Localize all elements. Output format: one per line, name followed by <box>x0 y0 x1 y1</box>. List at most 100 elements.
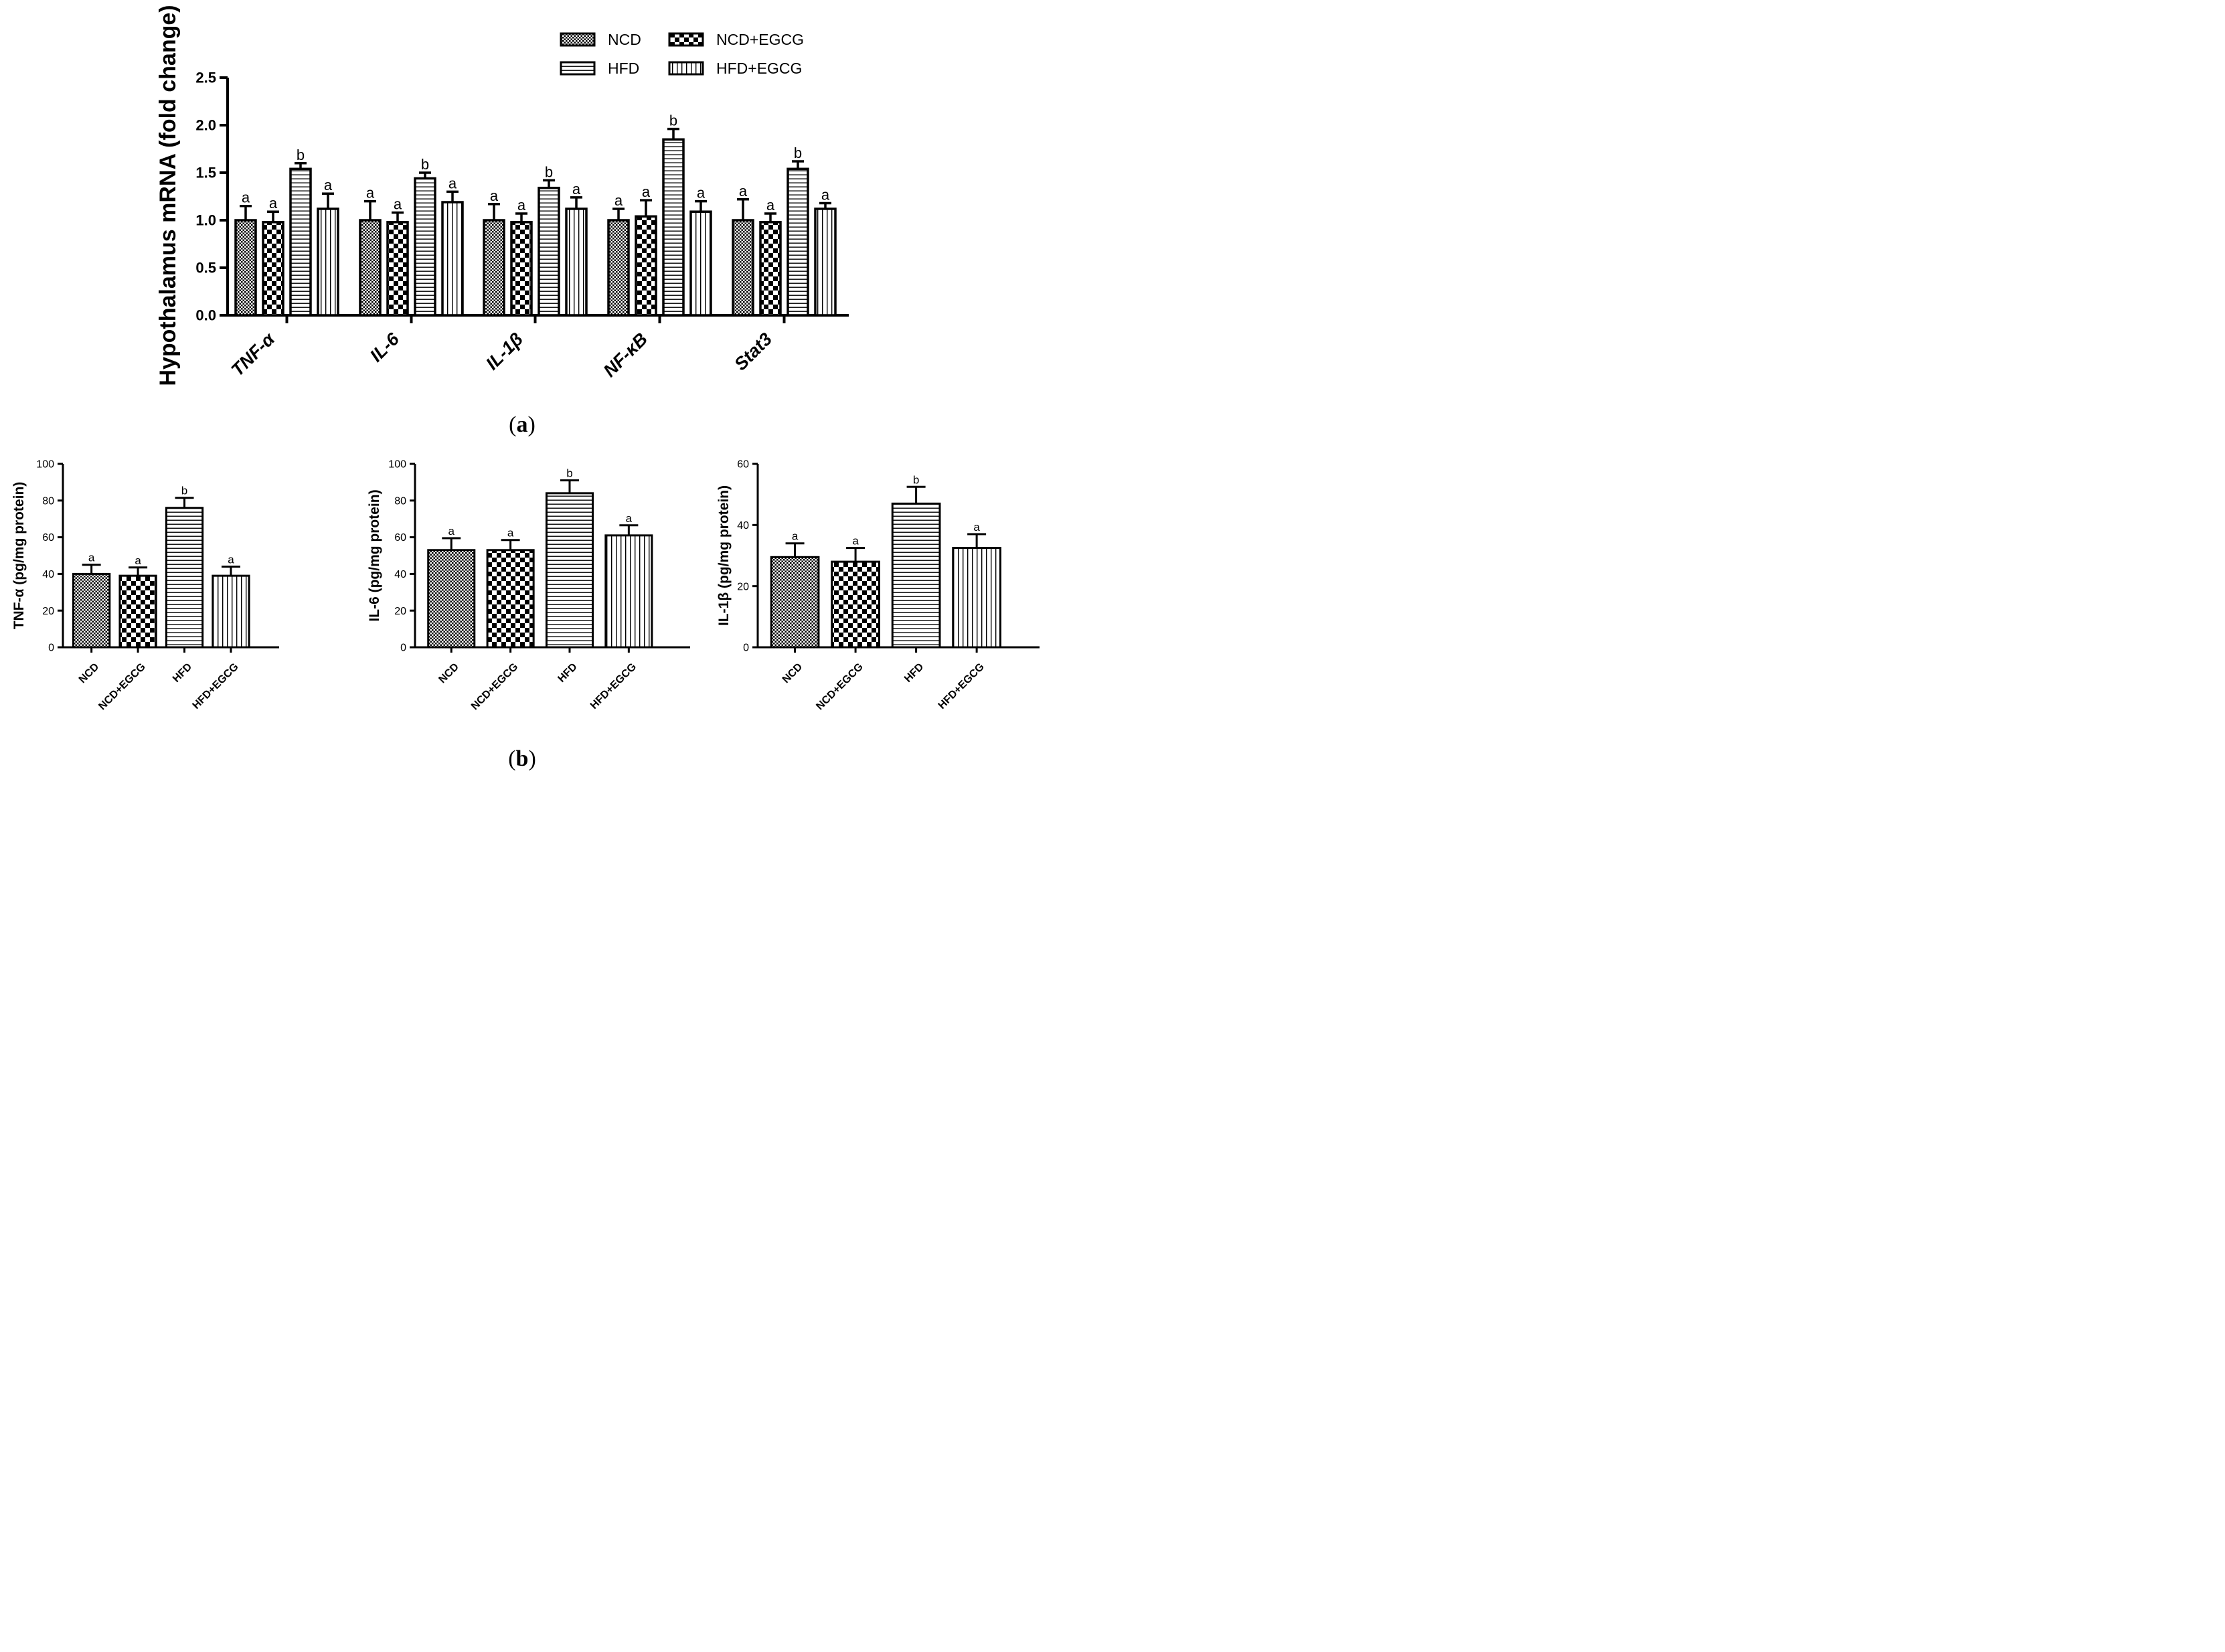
x-tick-label: HFD <box>902 661 926 685</box>
legend-swatch <box>560 61 596 76</box>
y-tick-label: 60 <box>394 532 406 544</box>
bar-hfd-egcg <box>952 547 1001 649</box>
bar-ncd <box>770 556 820 649</box>
error-bar <box>322 192 334 209</box>
error-bar <box>906 485 926 504</box>
significance-letter: a <box>626 512 633 525</box>
significance-letter: b <box>913 473 919 486</box>
error-bar <box>792 160 804 169</box>
chart-b-tnf: 0 20 40 60 80 100 TNF-α (pg/mg protein) a NCD a NC… <box>11 459 279 712</box>
significance-letter: a <box>490 187 499 204</box>
y-tick-label: 0 <box>48 643 54 654</box>
legend-swatch <box>668 61 704 76</box>
legend-label: NCD+EGCG <box>716 31 804 48</box>
bar-ncd-egcg <box>831 560 880 649</box>
caption-a: (a) <box>509 412 535 437</box>
significance-letter: a <box>572 181 581 197</box>
x-tick-label: HFD+EGCG <box>191 661 241 712</box>
legend-label: NCD <box>608 31 641 48</box>
error-bar <box>501 539 520 550</box>
error-bar <box>364 199 376 220</box>
bar-hfd-egcg <box>604 534 653 649</box>
significance-letter: a <box>269 195 278 212</box>
significance-letter: a <box>821 186 830 203</box>
y-tick-label: 20 <box>42 606 54 617</box>
bar-ncd-il-6 <box>359 219 382 317</box>
error-bar <box>612 208 625 220</box>
bar-hfd-egcg-il-1 <box>565 208 588 317</box>
y-tick-label: 80 <box>42 495 54 507</box>
y-tick-label: 40 <box>394 569 406 580</box>
y-axis-label: IL-1β (pg/mg protein) <box>716 485 732 626</box>
x-tick-label: NF-κB <box>599 329 651 381</box>
significance-letter: a <box>448 525 455 538</box>
y-tick-label: 0 <box>743 643 749 654</box>
significance-letter: b <box>566 467 572 480</box>
bar-hfd <box>891 502 941 649</box>
error-bar <box>695 199 707 212</box>
bar-hfd <box>165 507 204 649</box>
error-bar <box>543 179 555 188</box>
error-bar <box>764 212 776 222</box>
y-tick-label: 2.5 <box>195 70 216 86</box>
significance-letter: a <box>739 183 748 199</box>
figure: 0.0 0.5 1.0 1.5 2.0 2.5 Hypothalamus mRNA (fol… <box>11 5 1040 771</box>
y-tick-label: 1.0 <box>195 212 216 229</box>
significance-letter: a <box>324 177 333 193</box>
y-tick-label: 100 <box>36 459 54 471</box>
significance-letter: a <box>614 192 623 209</box>
significance-letter: a <box>135 554 141 567</box>
bar-ncd-tnf <box>234 219 257 317</box>
legend-item-hfd-egcg: HFD+EGCG <box>668 60 802 77</box>
chart-a: 0.0 0.5 1.0 1.5 2.0 2.5 Hypothalamus mRNA (fol… <box>155 5 849 386</box>
bar-hfd-tnf <box>289 167 312 317</box>
bar-ncd-nf-b <box>607 219 630 317</box>
error-bar <box>967 533 987 548</box>
x-tick-label: NCD <box>436 661 461 686</box>
legend-item-ncd-egcg: NCD+EGCG <box>668 31 804 48</box>
bar-ncd-egcg-stat3 <box>759 221 782 317</box>
y-axis-label: Hypothalamus mRNA (fold change) <box>155 5 181 386</box>
bar-hfd-egcg-tnf <box>317 208 339 317</box>
significance-letter: b <box>545 163 553 180</box>
x-tick-label: IL-1β <box>482 329 527 374</box>
bar-ncd-egcg-il-6 <box>386 221 409 317</box>
x-tick-label: HFD+EGCG <box>936 661 987 712</box>
significance-letter: a <box>697 185 706 201</box>
y-axis-label: TNF-α (pg/mg protein) <box>11 482 27 630</box>
significance-letter: a <box>366 185 375 201</box>
error-bar <box>570 196 582 209</box>
y-tick-label: 80 <box>394 495 406 507</box>
error-bar <box>819 201 831 209</box>
significance-letter: b <box>421 156 429 173</box>
x-tick-label: HFD <box>556 661 579 685</box>
error-bar <box>560 479 579 493</box>
x-tick-label: NCD <box>780 661 805 686</box>
bar-hfd-egcg <box>212 574 250 649</box>
y-tick-label: 0.0 <box>195 307 216 324</box>
error-bar <box>442 537 461 550</box>
significance-letter: a <box>852 535 859 548</box>
y-tick-label: 100 <box>388 459 406 471</box>
legend-item-ncd: NCD <box>560 31 641 48</box>
error-bar <box>240 204 252 220</box>
error-bar <box>737 198 749 220</box>
significance-letter: b <box>181 485 187 497</box>
error-bar <box>446 190 459 203</box>
error-bar <box>419 171 431 179</box>
y-tick-label: 20 <box>737 581 749 592</box>
error-bar <box>619 524 639 535</box>
significance-letter: a <box>792 530 799 543</box>
y-tick-label: 1.5 <box>195 165 216 181</box>
y-tick-label: 40 <box>42 569 54 580</box>
bar-hfd-egcg-il-6 <box>441 201 464 317</box>
bar-hfd-egcg-stat3 <box>814 208 837 317</box>
bar-hfd-il-6 <box>414 177 436 317</box>
legend-swatch <box>668 32 704 47</box>
significance-letter: a <box>766 197 775 214</box>
y-tick-label: 40 <box>737 520 749 531</box>
caption-b: (b) <box>508 746 536 771</box>
error-bar <box>175 497 194 508</box>
significance-letter: a <box>228 553 234 566</box>
y-tick-label: 0.5 <box>195 260 216 276</box>
